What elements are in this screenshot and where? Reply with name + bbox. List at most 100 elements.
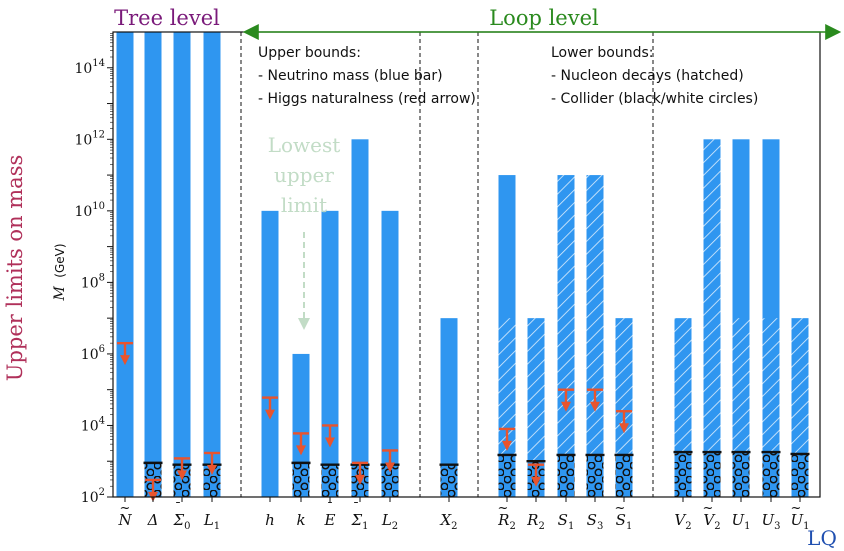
loop-level-label: Loop level	[489, 6, 599, 30]
arrow-head-E	[325, 437, 335, 448]
x-axis-labels: N~Δ Σ0¯L1 h k E¯Σ1¯L2 X2 R2~R2 S1 S3 S1~V2 V2~U1 U3…	[117, 497, 810, 532]
y-tick-exp: 4	[99, 415, 105, 426]
x-label-base: R	[526, 511, 538, 529]
x-label-U1: U1	[731, 511, 750, 532]
x-label-sub: 2	[538, 521, 544, 532]
x-label-R2: R2	[526, 511, 545, 532]
x-label-sub: 1	[803, 521, 809, 532]
bar-U3	[761, 139, 781, 498]
group-separators	[240, 32, 654, 497]
x-label-E: E	[324, 511, 336, 529]
y-tick-exp: 12	[92, 129, 105, 140]
hatch-S1	[557, 175, 575, 498]
x-label-base: S	[616, 511, 626, 529]
hatch-R2	[527, 318, 545, 497]
y-tick-exp: 10	[92, 201, 105, 212]
lq-label: LQ	[807, 526, 837, 550]
x-label-base: X	[439, 511, 452, 529]
bar-upper-Sigma1	[351, 139, 369, 498]
x-label-base: U	[790, 511, 804, 529]
x-label-V2: V2	[674, 511, 691, 532]
x-label-S1t: S1	[616, 511, 633, 532]
x-label-base: L	[203, 511, 214, 529]
y-tick-base: 10	[74, 61, 92, 77]
tree-level-label: Tree level	[114, 6, 220, 30]
x-label-base: h	[265, 511, 275, 529]
collider-X2	[440, 464, 458, 497]
x-label-accent: ~	[498, 501, 509, 516]
x-label-base: S	[587, 511, 597, 529]
bar-upper-L2	[381, 210, 399, 497]
arrow-head-R2	[531, 476, 541, 487]
y-tick-exp: 2	[99, 487, 105, 498]
bar-upper-h	[261, 210, 279, 497]
x-label-sub: 2	[509, 521, 515, 532]
hatch-U1t	[791, 318, 809, 497]
arrow-head-h	[265, 409, 275, 420]
x-label-k: k	[296, 511, 305, 529]
collider-L2	[381, 464, 399, 497]
x-label-sub: 1	[362, 521, 368, 532]
bar-upper-X2	[440, 318, 458, 497]
collider-R2t	[498, 454, 516, 497]
arrow-head-S1	[561, 401, 571, 412]
collider-S3	[586, 454, 604, 497]
x-label-h: h	[265, 511, 275, 529]
x-label-U1t: U1	[790, 511, 809, 532]
bar-upper-N	[116, 32, 134, 497]
x-label-base: N	[117, 511, 132, 529]
arrow-head-S3	[590, 401, 600, 412]
x-label-sub: 1	[214, 521, 220, 532]
collider-k	[292, 462, 310, 497]
annotation-line: limit	[281, 193, 327, 217]
bar-S1t	[614, 318, 634, 497]
y-tick-base: 10	[81, 275, 99, 291]
x-label-sub: 0	[184, 521, 190, 532]
x-label-X2: X2	[439, 511, 457, 532]
bar-R2t	[497, 175, 517, 498]
arrow-head-R2t	[502, 440, 512, 451]
outer-y-axis-label: Upper limits on mass	[3, 155, 27, 382]
y-axis-unit: (GeV)	[53, 243, 67, 277]
bar-upper-Sigma0	[173, 32, 191, 497]
lowest-upper-limit-annotation: Lowest upper limit	[268, 133, 341, 330]
bar-upper-k	[292, 353, 310, 497]
bar-U1	[731, 139, 751, 498]
bar-N	[116, 32, 134, 497]
bar-upper-E	[321, 210, 339, 497]
annotation-text: Lowest upper limit	[268, 133, 341, 217]
collider-U1	[732, 452, 750, 497]
x-label-Sigma0: Σ0	[173, 511, 191, 532]
x-label-sub: 2	[451, 521, 457, 532]
bar-k	[291, 353, 311, 497]
y-tick-base: 10	[81, 347, 99, 363]
legend-upper-item-neutrino: - Neutrino mass (blue bar)	[258, 68, 443, 84]
x-label-sub: 1	[744, 521, 750, 532]
bar-V2t	[702, 139, 722, 498]
y-tick-exp: 14	[92, 58, 105, 69]
x-label-L2: L2	[381, 511, 398, 532]
x-label-base: L	[381, 511, 392, 529]
legend-upper-title: Upper bounds:	[258, 45, 361, 61]
collider-S1t	[615, 454, 633, 497]
bar-h	[261, 210, 279, 497]
x-label-base: Δ	[147, 511, 159, 529]
x-label-accent: ~	[703, 501, 714, 516]
x-label-L1: L1	[203, 511, 220, 532]
x-label-base: E	[324, 511, 336, 529]
y-tick-label: 106	[81, 344, 105, 363]
x-label-Sigma1: Σ1	[351, 511, 369, 532]
collider-Sigma0	[173, 464, 191, 497]
x-label-base: U	[761, 511, 775, 529]
hatch-V2t	[703, 139, 721, 498]
hatch-S1t	[615, 318, 633, 497]
bar-Delta	[143, 32, 163, 502]
x-label-sub: 3	[774, 521, 780, 532]
bar-L1	[202, 32, 222, 497]
y-tick-label: 1012	[74, 129, 105, 148]
x-label-S3: S3	[587, 511, 604, 532]
bar-U1t	[790, 318, 810, 497]
collider-V2	[674, 452, 692, 497]
